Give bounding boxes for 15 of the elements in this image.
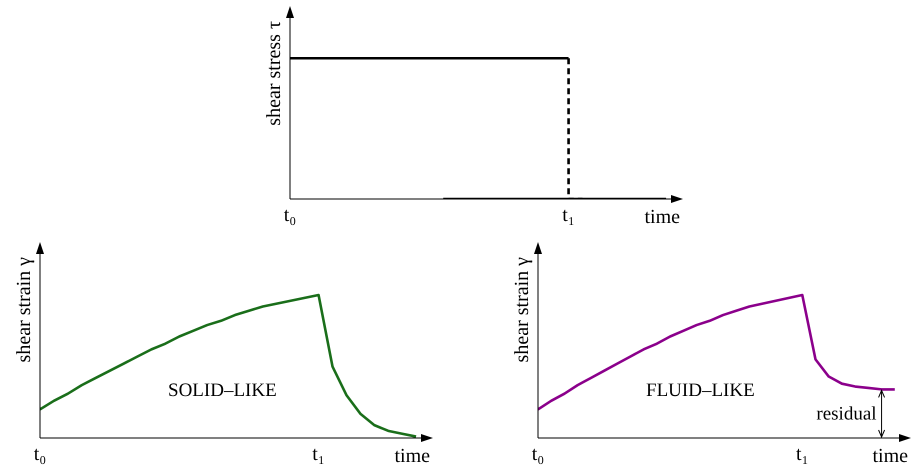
annotation: SOLID–LIKE [168,380,277,402]
x-tick-label: t₀ [284,204,296,226]
y-axis-title: shear strain γ [511,256,533,362]
x-axis-title: time [644,206,680,228]
x-tick-label: t₁ [796,443,809,466]
y-axis-title: shear stress τ [263,21,285,126]
y-axis-title: shear strain γ [13,256,35,362]
x-tick-label: t₀ [34,443,46,466]
x-tick-label: t₁ [562,204,575,226]
annotation: FLUID–LIKE [646,380,755,402]
x-tick-label: t₁ [312,443,325,466]
annotation: residual [816,404,877,425]
x-axis-title: time [394,445,430,467]
x-axis-title: time [872,445,908,467]
x-tick-label: t₀ [532,443,544,466]
